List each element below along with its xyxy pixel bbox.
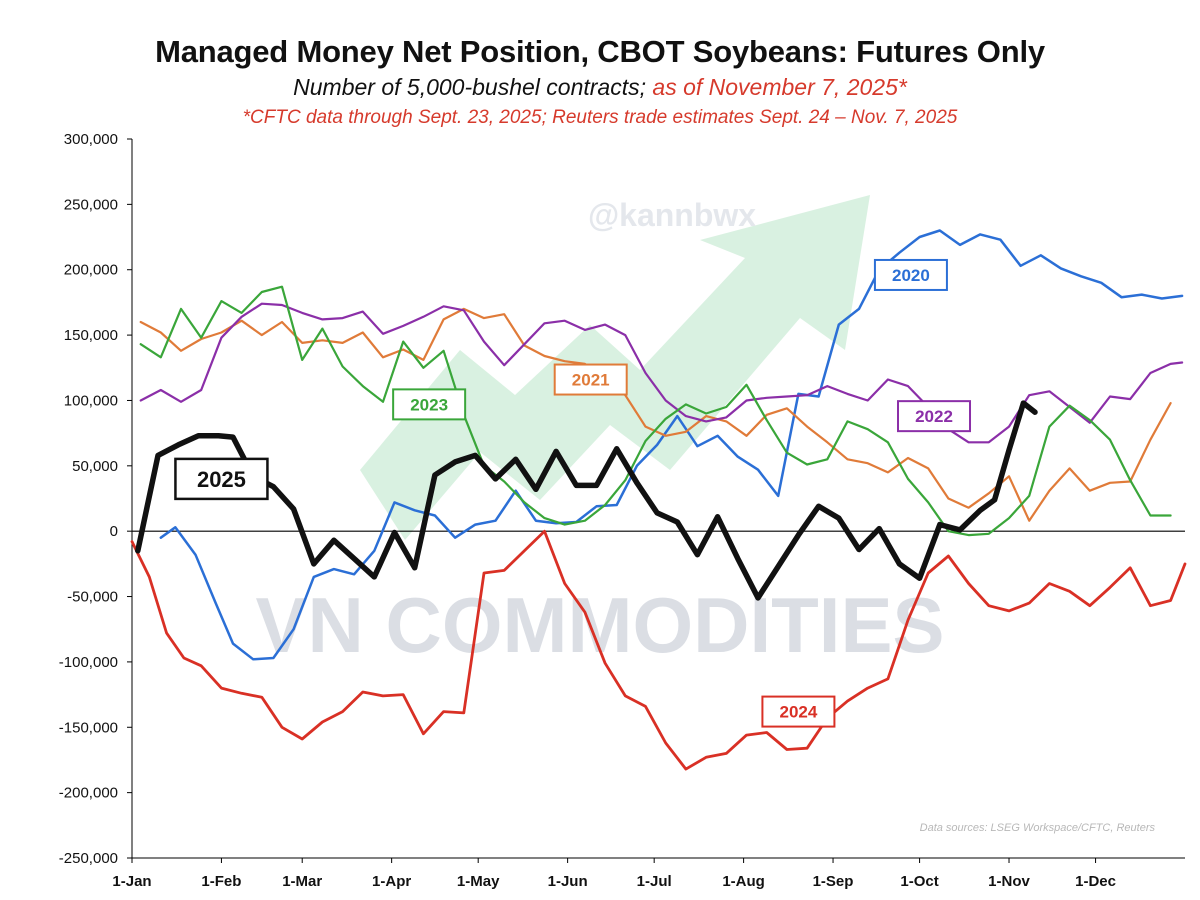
series-lines bbox=[130, 229, 1187, 771]
series-label-2025: 2025 bbox=[197, 467, 246, 492]
series-label-box-2022 bbox=[897, 400, 972, 433]
series-line-2024 bbox=[130, 529, 1187, 771]
series-label-2024: 2024 bbox=[780, 703, 818, 722]
axes: 300,000 250,000 200,000 150,000 100,000 50,00… bbox=[59, 131, 1185, 890]
y-tick-label: 200,000 bbox=[64, 262, 118, 279]
x-tick-label: 1-Sep bbox=[813, 873, 854, 890]
y-tick-label: -150,000 bbox=[59, 719, 118, 736]
watermark-brand: VN COMMODITIES bbox=[255, 581, 944, 669]
series-label-2023: 2023 bbox=[410, 395, 448, 414]
series-line-2023 bbox=[139, 285, 1172, 537]
series-label-box-2021 bbox=[553, 363, 628, 396]
y-tick-label: 300,000 bbox=[64, 131, 118, 148]
source-note: Data sources: LSEG Workspace/CFTC, Reute… bbox=[920, 822, 1156, 834]
x-tick-label: 1-Apr bbox=[372, 873, 411, 890]
series-line-2022 bbox=[139, 302, 1184, 444]
chart-title: Managed Money Net Position, CBOT Soybean… bbox=[155, 34, 1045, 69]
series-label-2022: 2022 bbox=[915, 407, 953, 426]
y-tick-label: 0 bbox=[110, 523, 118, 540]
y-tick-label: 100,000 bbox=[64, 392, 118, 409]
subtitle-date: as of November 7, 2025* bbox=[652, 74, 907, 100]
y-tick-label: 250,000 bbox=[64, 196, 118, 213]
data-footnote: *CFTC data through Sept. 23, 2025; Reute… bbox=[242, 107, 958, 128]
series-line-2025 bbox=[135, 400, 1038, 601]
x-tick-label: 1-Dec bbox=[1075, 873, 1116, 890]
y-tick-label: -50,000 bbox=[67, 589, 118, 606]
y-tick-label: -100,000 bbox=[59, 654, 118, 671]
series-label-box-2024 bbox=[761, 695, 836, 728]
series-line-2020 bbox=[159, 229, 1184, 661]
x-tick-label: 1-Oct bbox=[900, 873, 938, 890]
y-tick-label: 50,000 bbox=[72, 458, 118, 475]
x-tick-label: 1-Jan bbox=[112, 873, 151, 890]
series-label-2020: 2020 bbox=[892, 266, 930, 285]
x-tick-label: 1-Nov bbox=[988, 873, 1030, 890]
series-labels: 2020 2021 2022 2023 2024 2025 bbox=[174, 258, 972, 728]
x-tick-label: 1-May bbox=[457, 873, 500, 890]
watermark-handle: @kannbwx bbox=[588, 197, 756, 233]
x-tick-label: 1-Feb bbox=[201, 873, 241, 890]
y-tick-label: -200,000 bbox=[59, 785, 118, 802]
series-label-box-2023 bbox=[392, 388, 467, 421]
y-ticks: 300,000 250,000 200,000 150,000 100,000 50,00… bbox=[59, 131, 132, 867]
series-label-2021: 2021 bbox=[572, 371, 610, 390]
series-label-box-2020 bbox=[873, 258, 948, 291]
y-tick-label: 150,000 bbox=[64, 327, 118, 344]
x-tick-label: 1-Aug bbox=[722, 873, 765, 890]
x-ticks: 1-Jan 1-Feb 1-Mar 1-Apr 1-May 1-Jun 1-Jul 1-Aug… bbox=[112, 858, 1116, 890]
series-label-box-2025 bbox=[174, 457, 269, 501]
subtitle-main: Number of 5,000-bushel contracts; bbox=[293, 74, 647, 100]
x-tick-label: 1-Jun bbox=[548, 873, 588, 890]
y-tick-label: -250,000 bbox=[59, 850, 118, 867]
x-tick-label: 1-Jul bbox=[637, 873, 672, 890]
chart-subtitle: Number of 5,000-bushel contracts; as of … bbox=[0, 74, 1200, 101]
x-tick-label: 1-Mar bbox=[282, 873, 322, 890]
